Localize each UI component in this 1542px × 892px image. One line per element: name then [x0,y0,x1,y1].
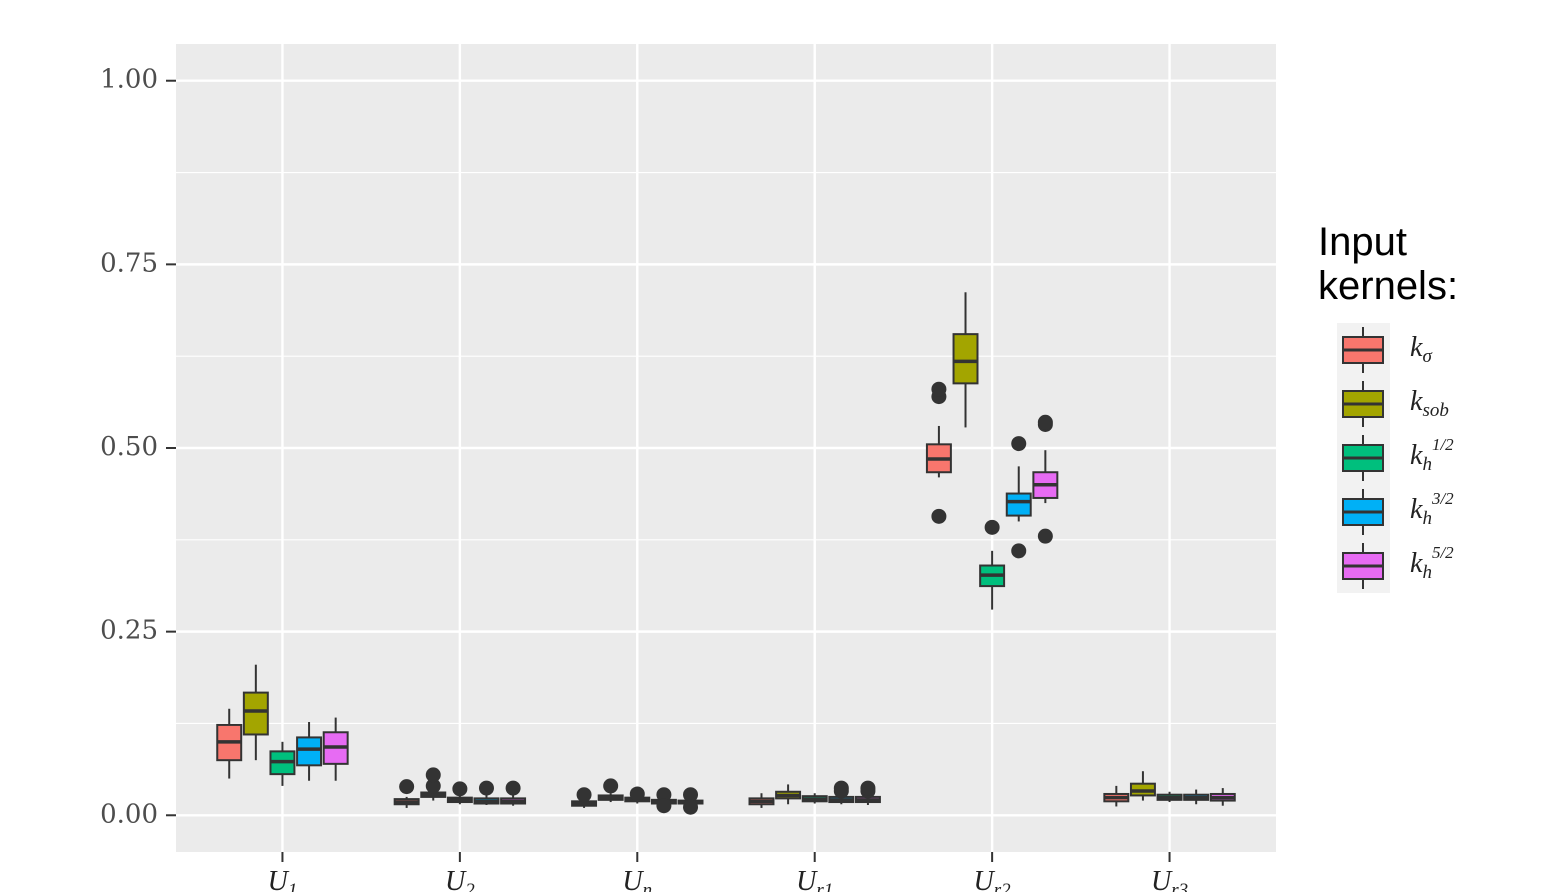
legend-label: kh3/2 [1410,489,1454,529]
box [296,736,323,767]
box [952,333,979,385]
box [242,691,269,736]
outlier [683,799,699,815]
legend-label: kh5/2 [1410,543,1454,583]
legend-label: ksob [1410,386,1449,421]
y-tick-label: 1.00 [100,65,158,95]
outlier [656,798,672,814]
outlier [860,780,876,796]
outlier [1037,414,1053,430]
x-tick-label: U1 [268,866,298,892]
outlier [629,786,645,802]
legend-label: kh1/2 [1410,435,1454,475]
legend-label: kσ [1410,332,1432,367]
outlier [1011,543,1027,559]
outlier [931,381,947,397]
legend-title: Input kernels: [1318,220,1459,308]
box [1005,492,1032,517]
outlier [656,787,672,803]
y-tick-label: 0.50 [100,432,158,462]
x-tick-label: Un [622,866,652,892]
outlier [505,780,521,796]
outlier [425,767,441,783]
outlier [399,779,415,795]
x-tick-label: Ur1 [796,866,833,892]
y-tick-label: 0.25 [100,616,158,646]
outlier [452,781,468,797]
outlier [931,508,947,524]
x-tick-label: Ur2 [974,866,1012,892]
outlier [425,778,441,794]
y-tick-label: 0.75 [100,248,158,278]
outlier [683,787,699,803]
x-tick-label: Ur3 [1151,866,1188,892]
outlier [1037,528,1053,544]
outlier [576,787,592,803]
outlier [1011,436,1027,452]
outlier [833,780,849,796]
outlier [478,780,494,796]
outlier [603,778,619,794]
x-tick-label: U2 [445,866,475,892]
outlier [984,519,1000,535]
y-tick-label: 0.00 [100,799,158,829]
